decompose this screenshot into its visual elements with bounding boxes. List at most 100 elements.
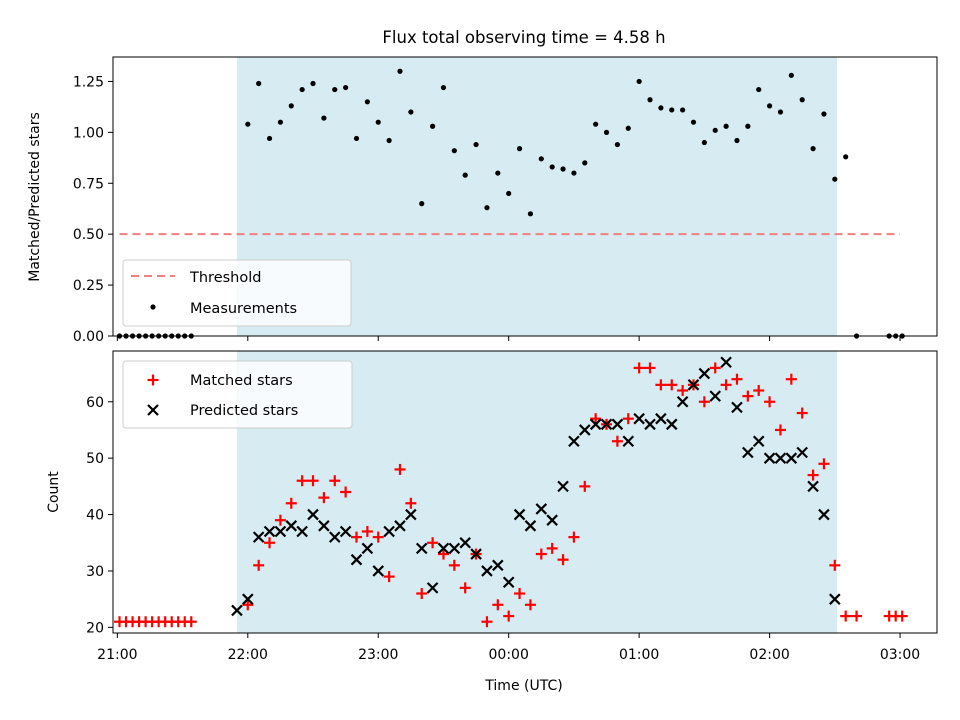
measurement-point [321,115,327,121]
measurement-point [680,107,686,113]
measurement-point [538,156,544,162]
top-legend: Threshold Measurements [122,259,352,327]
matched-star-point [372,531,384,543]
measurement-point [701,139,707,146]
predicted-stars-points [231,356,841,617]
matched-star-point [459,582,471,594]
predicted-star-point [589,418,602,431]
legend-predicted-swatch [147,404,159,416]
matched-star-point [535,548,547,560]
predicted-star-point [763,452,776,464]
bottom-ylabel: Count [46,471,62,513]
predicted-star-point [459,536,471,549]
matched-star-point [524,599,536,611]
legend-matched-label: Matched stars [190,373,293,389]
predicted-star-point [742,446,754,459]
legend-predicted-marker [147,404,159,416]
matched-star-point [796,407,808,419]
matched-star-point [242,599,254,611]
predicted-star-point [492,559,504,572]
predicted-star-point [242,593,254,605]
matched-star-point [579,480,591,492]
top-ytick-label: 0.00 [73,329,104,345]
measurement-point [745,123,751,129]
matched-star-point [514,588,526,600]
matched-star-point [481,616,493,628]
measurement-point [343,84,349,91]
predicted-star-point [611,418,624,431]
matched-star-point [264,537,276,549]
measurement-point [625,125,631,131]
matched-star-point [753,384,765,396]
matched-star-point [285,497,297,509]
predicted-star-point [328,531,341,543]
predicted-star-point [731,401,743,414]
predicted-star-point [252,531,265,543]
matched-star-point [568,531,580,543]
predicted-star-point [437,542,450,555]
matched-star-point [416,588,428,600]
predicted-star-point [698,367,711,380]
predicted-star-point [361,542,374,555]
measurement-point [723,123,729,129]
measurement-point [310,80,316,87]
predicted-star-point [383,525,395,538]
predicted-star-point [296,525,308,538]
top-ytick-label: 1.25 [73,74,104,90]
predicted-star-point [796,446,808,459]
measurement-point [277,119,284,125]
matched-star-point [361,525,373,537]
matched-star-point [764,396,776,408]
matched-star-point [503,610,515,622]
measurement-point [571,170,577,176]
bottom-x-ticks: 21:00 22:00 23:00 00:00 01:00 02:00 03:00 [97,633,920,663]
matched-star-point [557,554,569,566]
matched-star-point [851,610,863,622]
measurement-point [245,121,251,127]
matched-star-point [742,390,754,402]
matched-star-point [448,559,460,571]
predicted-star-point [415,542,428,555]
top-panel: 0.00 0.25 0.50 0.75 1.00 1.25 Matched/Predict… [27,56,938,345]
measurement-point [375,119,381,125]
measurement-point [766,103,773,109]
predicted-star-point [405,508,417,521]
measurement-point [603,129,610,135]
predicted-star-point [600,418,613,431]
predicted-star-point [655,412,667,425]
predicted-star-point [318,520,330,532]
predicted-star-point [579,424,591,436]
matched-star-point [677,384,689,396]
legend-threshold-label: Threshold [189,270,261,286]
xtick-label: 21:00 [97,647,137,663]
legend-measurements-swatch [150,304,156,310]
predicted-star-point [676,395,689,408]
matched-star-point [611,435,623,447]
matched-star-point [492,599,504,611]
measurement-point [408,109,414,115]
predicted-star-point [535,503,548,515]
matched-star-point [318,492,330,504]
measurement-point [658,105,664,111]
measurement-point [821,111,827,117]
predicted-star-point [774,452,787,464]
matched-star-point [185,616,197,628]
predicted-star-point [307,508,319,521]
predicted-star-point [448,542,461,555]
legend-matched-swatch [147,374,159,386]
predicted-star-point [829,593,841,605]
top-ytick-label: 0.50 [73,227,104,243]
matched-star-point [622,413,634,425]
measurement-point [506,190,512,197]
measurement-point [516,146,523,152]
bottom-axes-frame [112,350,938,634]
matched-star-point [253,559,265,571]
top-x-ticks [116,336,901,341]
matched-star-point [709,362,721,374]
predicted-star-point [557,480,569,493]
measurement-point [473,141,479,148]
measurement-point [614,141,621,148]
bottom-ytick-label: 20 [86,620,104,636]
matched-star-point [731,373,743,385]
